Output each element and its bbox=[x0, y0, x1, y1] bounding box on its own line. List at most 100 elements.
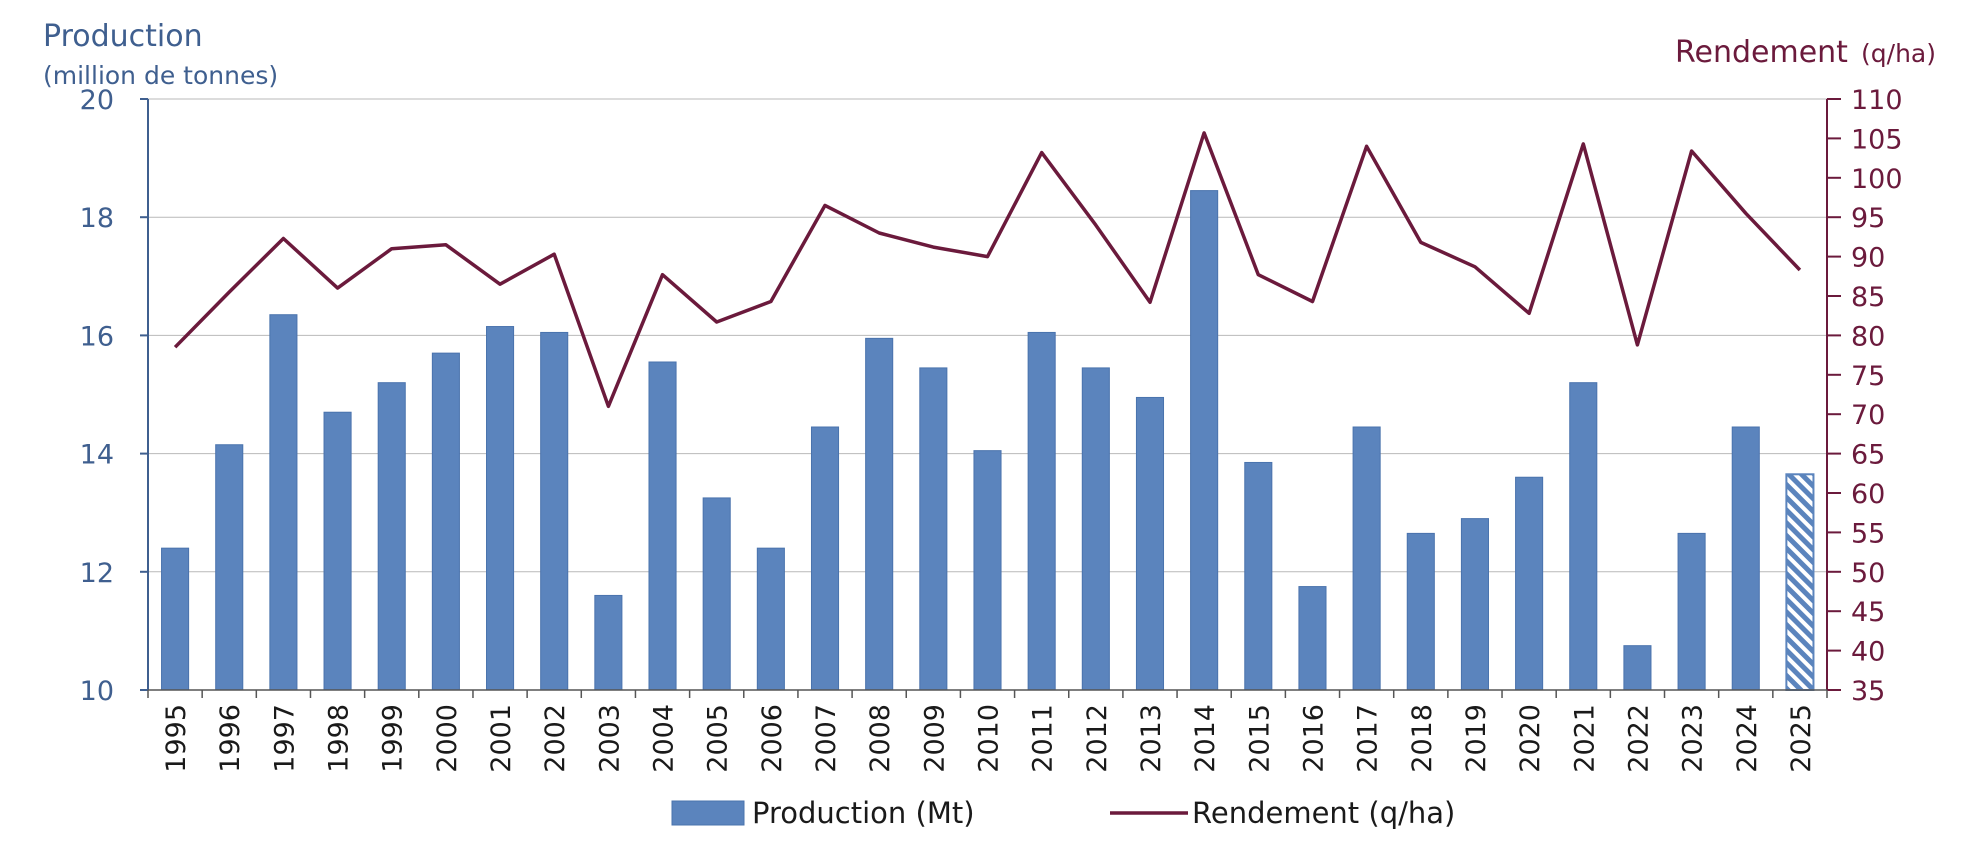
x-axis-ticks: 1995 1996 1997 1998 1999 2000 2001 2002 2003 2004… bbox=[147, 690, 1828, 773]
right-axis-unit: (q/ha) bbox=[1861, 39, 1936, 68]
x-tick-label: 2014 bbox=[1190, 704, 1221, 773]
legend: Production (Mt) Rendement (q/ha) bbox=[671, 796, 1455, 830]
bar-2007 bbox=[810, 426, 840, 691]
x-tick-label: 2011 bbox=[1028, 704, 1059, 773]
x-tick-label: 2000 bbox=[432, 704, 463, 773]
bar-2005 bbox=[702, 497, 731, 691]
bar-2012 bbox=[1081, 367, 1110, 691]
left-tick-label: 18 bbox=[80, 203, 114, 234]
bar-2014 bbox=[1190, 190, 1219, 691]
x-tick-label: 2018 bbox=[1407, 704, 1438, 773]
right-tick-label: 35 bbox=[1851, 676, 1885, 707]
production-bars bbox=[161, 190, 1815, 691]
x-tick-label: 2020 bbox=[1515, 704, 1546, 773]
bar-2015 bbox=[1244, 461, 1273, 691]
x-tick-label: 2016 bbox=[1298, 704, 1329, 773]
bar-1999 bbox=[377, 382, 406, 691]
x-tick-label: 2013 bbox=[1136, 704, 1167, 773]
x-tick-label: 2015 bbox=[1244, 704, 1275, 773]
bar-2001 bbox=[486, 326, 515, 691]
bar-1996 bbox=[215, 444, 244, 691]
gridlines bbox=[148, 98, 1827, 573]
x-tick-label: 2009 bbox=[919, 704, 950, 773]
right-tick-label: 45 bbox=[1851, 597, 1885, 628]
bar-2020 bbox=[1515, 476, 1544, 691]
x-tick-label: 2012 bbox=[1082, 704, 1113, 773]
bar-2025 bbox=[1785, 473, 1815, 691]
left-tick-label: 14 bbox=[80, 440, 114, 471]
x-tick-label: 1996 bbox=[215, 704, 246, 773]
bar-2008 bbox=[865, 337, 894, 691]
bar-2016 bbox=[1298, 586, 1327, 691]
bar-1997 bbox=[269, 314, 298, 691]
x-tick-label: 2001 bbox=[486, 704, 517, 773]
x-tick-label: 2025 bbox=[1786, 704, 1817, 773]
bar-2004 bbox=[648, 361, 677, 691]
x-tick-label: 2005 bbox=[703, 704, 734, 773]
bar-2018 bbox=[1406, 532, 1435, 691]
left-tick-label: 12 bbox=[80, 558, 114, 589]
bar-2010 bbox=[973, 450, 1002, 691]
right-tick-label: 95 bbox=[1851, 203, 1885, 234]
x-tick-label: 2003 bbox=[594, 704, 625, 773]
rendement-line bbox=[173, 131, 1802, 409]
right-tick-label: 60 bbox=[1851, 479, 1885, 510]
bar-2011 bbox=[1027, 331, 1056, 691]
x-tick-label: 1997 bbox=[269, 704, 300, 773]
right-tick-label: 50 bbox=[1851, 558, 1885, 589]
right-tick-label: 70 bbox=[1851, 400, 1885, 431]
bar-2017 bbox=[1352, 426, 1381, 691]
bar-2006 bbox=[756, 547, 785, 691]
left-axis-ticks: 10 12 14 16 18 20 bbox=[80, 85, 148, 707]
x-tick-label: 2004 bbox=[649, 704, 680, 773]
x-tick-label: 2008 bbox=[865, 704, 896, 773]
x-tick-label: 2019 bbox=[1461, 704, 1492, 773]
right-tick-label: 80 bbox=[1851, 321, 1885, 352]
bar-1998 bbox=[323, 411, 352, 691]
right-tick-label: 105 bbox=[1851, 124, 1903, 155]
left-axis-subtitle: (million de tonnes) bbox=[43, 61, 278, 90]
x-tick-label: 2023 bbox=[1678, 704, 1709, 773]
x-tick-label: 2007 bbox=[811, 704, 842, 773]
left-tick-label: 10 bbox=[80, 676, 114, 707]
legend-production-label: Production (Mt) bbox=[752, 796, 975, 830]
bar-2003 bbox=[594, 594, 623, 691]
bar-2024 bbox=[1731, 426, 1760, 691]
bar-2023 bbox=[1677, 532, 1706, 691]
right-tick-label: 90 bbox=[1851, 243, 1885, 274]
bar-2022 bbox=[1623, 645, 1652, 691]
x-tick-label: 1998 bbox=[324, 704, 355, 773]
bar-1995 bbox=[161, 547, 190, 691]
bar-2021 bbox=[1569, 382, 1598, 691]
bar-2009 bbox=[919, 367, 948, 691]
x-tick-label: 2021 bbox=[1569, 704, 1600, 773]
right-tick-label: 110 bbox=[1851, 85, 1903, 116]
right-tick-label: 85 bbox=[1851, 282, 1885, 313]
left-tick-label: 16 bbox=[80, 321, 114, 352]
right-tick-label: 55 bbox=[1851, 518, 1885, 549]
legend-production-swatch bbox=[671, 800, 745, 826]
x-tick-label: 2024 bbox=[1732, 704, 1763, 773]
x-tick-label: 1999 bbox=[378, 704, 409, 773]
bar-2019 bbox=[1460, 518, 1489, 691]
legend-rendement-label: Rendement (q/ha) bbox=[1192, 796, 1455, 830]
right-tick-label: 40 bbox=[1851, 637, 1885, 668]
left-axis-title: Production bbox=[43, 19, 203, 54]
right-tick-label: 75 bbox=[1851, 361, 1885, 392]
right-axis-title: Rendement (q/ha) bbox=[1675, 35, 1936, 70]
x-tick-label: 2002 bbox=[540, 704, 571, 773]
axes bbox=[147, 99, 1828, 691]
right-tick-label: 100 bbox=[1851, 164, 1903, 195]
right-axis-label: Rendement bbox=[1675, 35, 1848, 70]
bar-2000 bbox=[431, 352, 460, 691]
bar-2013 bbox=[1135, 396, 1165, 691]
x-tick-label: 2006 bbox=[757, 704, 788, 773]
right-axis-ticks: 35 40 45 50 55 60 65 70 75 80 85 90 95 100 105 110 bbox=[1827, 85, 1903, 707]
right-tick-label: 65 bbox=[1851, 440, 1885, 471]
x-tick-label: 2022 bbox=[1623, 704, 1654, 773]
x-tick-label: 1995 bbox=[161, 704, 192, 773]
left-tick-label: 20 bbox=[80, 85, 114, 116]
x-tick-label: 2010 bbox=[974, 704, 1005, 773]
bar-2002 bbox=[540, 331, 569, 691]
